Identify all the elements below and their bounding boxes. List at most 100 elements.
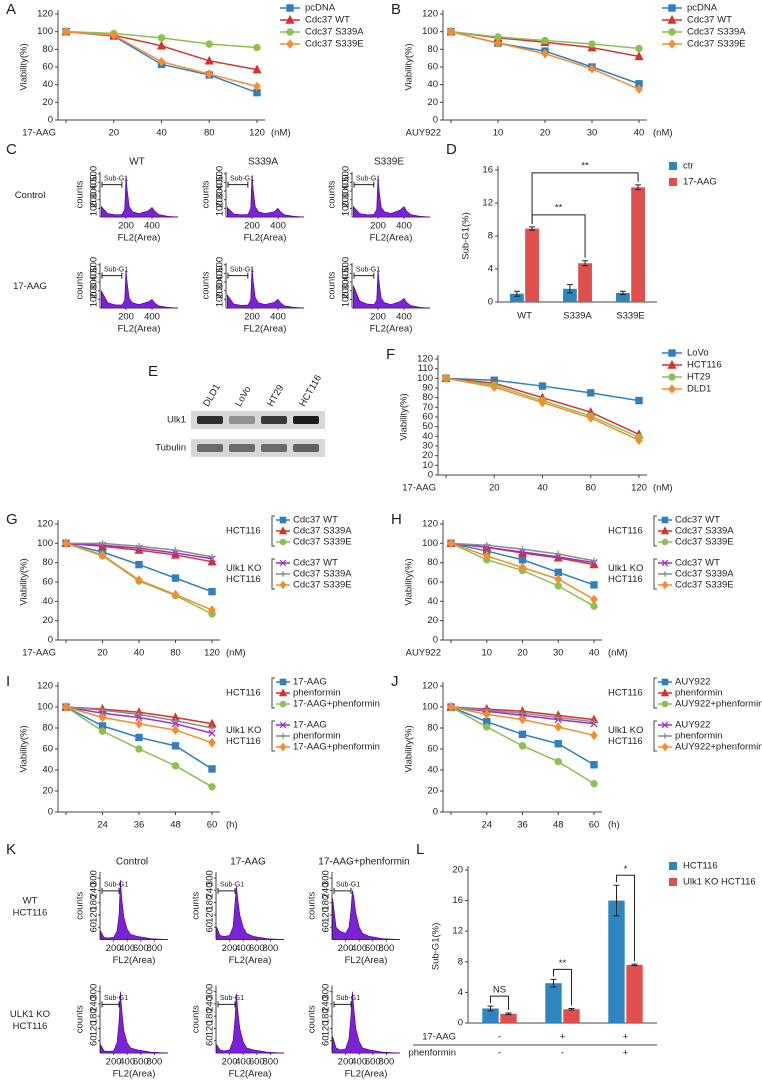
legend-label: phenformin bbox=[293, 688, 341, 699]
x-tick-label: 200 bbox=[222, 1057, 238, 1068]
histogram-area bbox=[101, 269, 179, 309]
blot-background bbox=[191, 411, 325, 429]
y-tick-label: 100 bbox=[422, 26, 438, 37]
x-tick-label: 800 bbox=[262, 943, 278, 954]
x-tick-label: 200 bbox=[370, 221, 386, 232]
y-tick-label: 16 bbox=[482, 165, 493, 176]
y-tick-label: 40 bbox=[422, 431, 433, 442]
error-bar bbox=[513, 290, 520, 297]
legend-label: Cdc37 S339E bbox=[293, 580, 352, 591]
x-tick-label: 600 bbox=[133, 943, 149, 954]
y-tick-label: 500 bbox=[215, 257, 226, 273]
x-tick-label: 20 bbox=[540, 128, 551, 139]
data-point bbox=[518, 556, 527, 564]
y-tick-label: 100 bbox=[417, 373, 433, 384]
gate-label: Sub-G1 bbox=[104, 995, 128, 1002]
y-tick-label: 180 bbox=[205, 895, 216, 911]
column-title: S339A bbox=[248, 157, 278, 168]
gate-label: Sub-G1 bbox=[104, 266, 128, 273]
data-point bbox=[205, 69, 214, 79]
legend-marker bbox=[279, 516, 287, 524]
data-point bbox=[98, 727, 107, 735]
data-point bbox=[109, 30, 118, 41]
y-axis-label: counts bbox=[191, 892, 202, 920]
error-bar bbox=[619, 290, 626, 296]
y-tick-label: 120 bbox=[89, 907, 100, 923]
y-axis-label: counts bbox=[327, 271, 338, 299]
y-tick-label: 20 bbox=[427, 97, 438, 108]
data-point bbox=[204, 55, 214, 65]
legend-label: Cdc37 S339E bbox=[293, 537, 352, 548]
y-tick-label: 400 bbox=[89, 265, 100, 281]
condition-label: 17-AAG bbox=[422, 1032, 456, 1043]
legend-marker bbox=[285, 14, 295, 24]
data-point bbox=[541, 48, 549, 59]
y-tick-label: 100 bbox=[215, 200, 226, 216]
legend-marker bbox=[668, 384, 676, 394]
legend-label: HCT116 bbox=[687, 360, 722, 371]
x-tick-label: 800 bbox=[378, 1057, 394, 1068]
band bbox=[293, 444, 319, 452]
x-tick-label: S339E bbox=[616, 311, 645, 322]
y-axis-label: Viability(%) bbox=[19, 43, 30, 90]
y-axis-label: counts bbox=[75, 271, 86, 299]
bar bbox=[563, 288, 577, 302]
row-label: 17-AAG bbox=[13, 281, 47, 292]
gate-marker bbox=[217, 1001, 236, 1008]
gate-marker bbox=[101, 887, 120, 894]
legend-label: 17-AAG bbox=[293, 720, 327, 731]
y-tick-label: 120 bbox=[205, 907, 216, 923]
x-tick-label: 20 bbox=[517, 648, 528, 659]
y-tick-label: 100 bbox=[422, 538, 438, 549]
x-unit: (h) bbox=[226, 820, 238, 831]
legend-label: HT29 bbox=[687, 372, 710, 383]
gate-marker bbox=[353, 272, 375, 279]
band bbox=[293, 416, 319, 424]
data-point bbox=[208, 783, 216, 791]
y-tick-label: 500 bbox=[341, 257, 352, 273]
legend-bracket bbox=[271, 720, 275, 752]
histogram-area bbox=[332, 890, 401, 940]
y-axis-label: Sub-G1(%) bbox=[431, 923, 442, 971]
y-tick-label: 40 bbox=[427, 596, 438, 607]
y-tick-label: 240 bbox=[205, 882, 216, 898]
x-axis-label: FL2(Area) bbox=[113, 955, 156, 966]
x-tick-label: 30 bbox=[587, 128, 598, 139]
legend-group-label: HCT116 bbox=[226, 574, 261, 585]
y-tick-label: 20 bbox=[42, 786, 53, 797]
y-tick-label: 60 bbox=[321, 922, 332, 933]
bar bbox=[482, 1008, 499, 1023]
gate-label: Sub-G1 bbox=[104, 175, 128, 182]
legend-label: Cdc37 WT bbox=[305, 15, 350, 26]
y-tick-label: 180 bbox=[89, 895, 100, 911]
legend-group-label: HCT116 bbox=[608, 688, 643, 699]
legend-label: ctr bbox=[683, 161, 694, 172]
x-tick-label: 200 bbox=[106, 1057, 122, 1068]
y-tick-label: 120 bbox=[37, 681, 53, 692]
legend-marker bbox=[286, 28, 294, 36]
gate-label: Sub-G1 bbox=[336, 882, 360, 889]
gate-label: Sub-G1 bbox=[230, 175, 254, 182]
y-tick-label: 180 bbox=[89, 1008, 100, 1024]
histogram-area bbox=[227, 267, 305, 309]
row-label: Tubulin bbox=[155, 443, 186, 454]
legend-bracket bbox=[653, 677, 657, 709]
x-tick-label: 40 bbox=[634, 128, 645, 139]
y-tick-label: 400 bbox=[341, 174, 352, 190]
y-tick-label: 180 bbox=[321, 1008, 332, 1024]
y-tick-label: 200 bbox=[341, 192, 352, 208]
y-tick-label: 80 bbox=[42, 557, 53, 568]
x-tick-label: 40 bbox=[156, 128, 167, 139]
y-axis-label: counts bbox=[191, 1005, 202, 1033]
data-point bbox=[554, 757, 562, 766]
legend-marker bbox=[286, 4, 294, 12]
legend-group-label: HCT116 bbox=[226, 688, 261, 699]
x-axis-label: FL2(Area) bbox=[118, 233, 161, 244]
x-tick-label: 40 bbox=[589, 648, 600, 659]
y-tick-label: 300 bbox=[215, 183, 226, 199]
legend-marker bbox=[279, 678, 287, 686]
data-point bbox=[554, 722, 563, 732]
y-axis-label: Sub-G1(%) bbox=[461, 212, 472, 260]
x-tick-label: 200 bbox=[244, 221, 260, 232]
y-axis-label: counts bbox=[201, 180, 212, 208]
